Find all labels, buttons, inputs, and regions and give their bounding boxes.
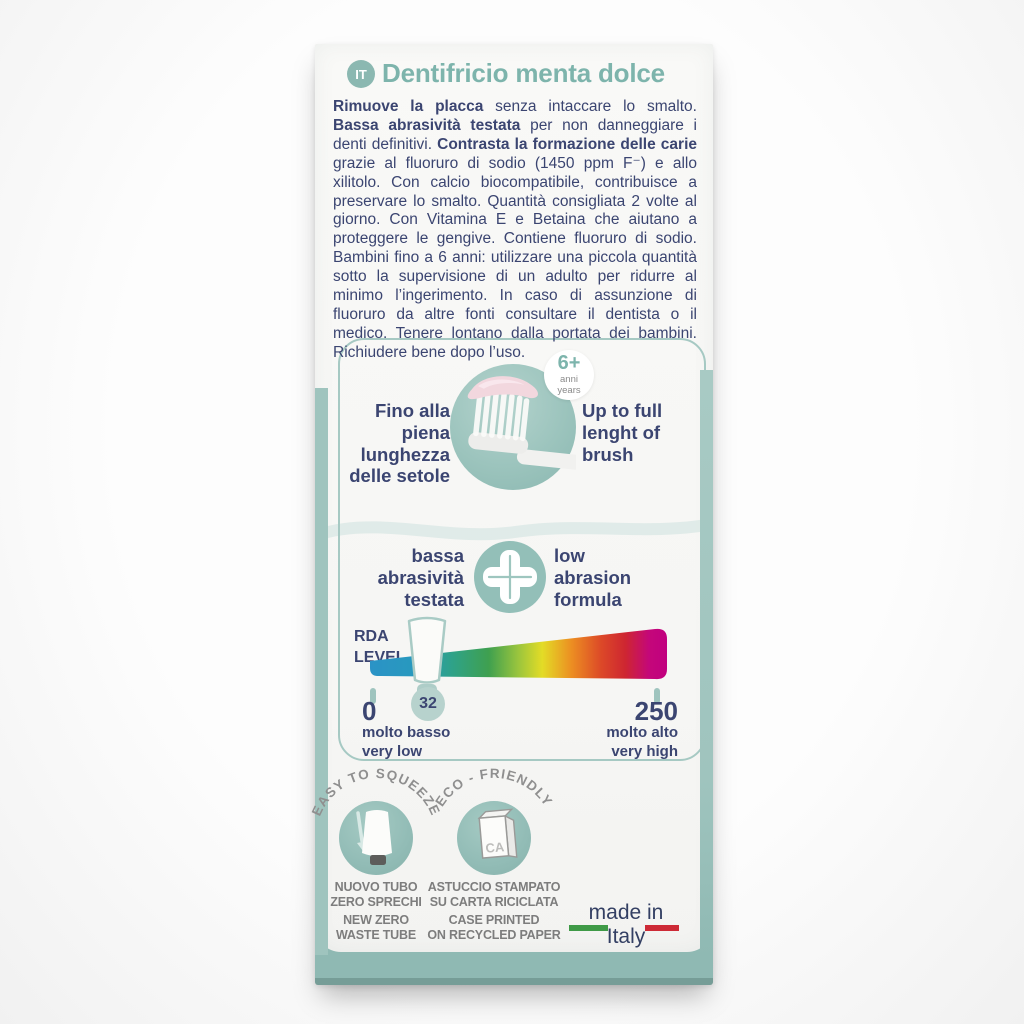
eco-carton-circle: CA [457, 801, 531, 875]
squeeze-tube-circle [339, 801, 413, 875]
box-front-face [315, 44, 713, 952]
italy-flag-green-bar [569, 925, 608, 931]
age-badge: 6+ anni years [544, 350, 594, 400]
age-badge-label-en: years [557, 385, 581, 396]
wave-decoration [315, 518, 713, 542]
rda-max-value: 250 [634, 696, 678, 726]
abrasion-note-it: bassa abrasività testata [377, 545, 464, 610]
rda-tick-max [654, 688, 660, 704]
squeeze-label-it: NUOVO TUBO ZERO SPRECHI [330, 880, 422, 910]
rda-min-value: 0 [362, 696, 377, 726]
toothbrush-icon [467, 376, 583, 470]
plus-icon [474, 541, 546, 613]
brush-length-note-en: Up to full lenght of brush [582, 400, 663, 465]
brush-length-note-it: Fino alla piena lunghezza delle setole [349, 400, 450, 487]
rda-gradient-bar [370, 628, 667, 680]
rda-max-label: molto alto very high [606, 724, 678, 760]
age-badge-value: 6+ [557, 352, 581, 375]
box-side-stripe-right [700, 370, 713, 955]
rda-value-badge: 32 [411, 687, 445, 721]
language-badge-label: IT [355, 66, 367, 82]
squeeze-label-en: NEW ZERO WASTE TUBE [336, 913, 416, 943]
made-in-italy-label: made in Italy [588, 901, 664, 948]
toothpaste-box-back-panel: IT Dentifricio menta dolce Rimuove la pl… [309, 44, 713, 985]
box-side-stripe-left [315, 388, 328, 955]
product-title: Dentifricio menta dolce [382, 58, 665, 88]
eco-label-en: CASE PRINTED ON RECYCLED PAPER [427, 913, 561, 943]
abrasion-note-en: low abrasion formula [554, 545, 632, 610]
squeeze-tube-icon [356, 810, 392, 865]
toothpaste-swirl [467, 376, 538, 400]
language-badge-it: IT [347, 60, 375, 88]
eco-label-it: ASTUCCIO STAMPATO SU CARTA RICICLATA [427, 880, 561, 910]
italy-flag-red-bar [645, 925, 679, 931]
rda-tick-min [370, 688, 376, 704]
rda-min-label: molto basso very low [362, 724, 451, 760]
recycled-carton-icon: CA [477, 808, 518, 859]
product-description: Rimuove la placca senza intaccare lo sma… [333, 98, 698, 361]
carton-ca-text: CA [485, 839, 506, 856]
age-badge-label-it: anni [560, 374, 578, 386]
arrow-down-icon [356, 811, 364, 843]
usage-info-panel: 6+ anni years Fino alla piena lunghezza … [338, 338, 706, 761]
